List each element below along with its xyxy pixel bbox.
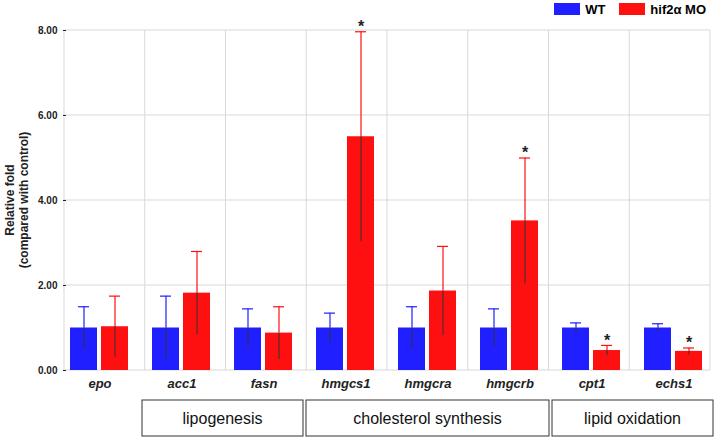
svg-text:6.00: 6.00	[38, 110, 58, 121]
svg-text:lipogenesis: lipogenesis	[182, 410, 262, 427]
svg-text:hmgcrb: hmgcrb	[486, 376, 534, 391]
svg-text:4.00: 4.00	[38, 195, 58, 206]
svg-text:0.00: 0.00	[38, 365, 58, 376]
svg-text:hmgcs1: hmgcs1	[321, 376, 370, 391]
svg-text:8.00: 8.00	[38, 25, 58, 36]
html-text:WT: WT	[585, 1, 606, 17]
svg-text:echs1: echs1	[656, 376, 693, 391]
svg-text:*: *	[358, 18, 365, 35]
svg-text:cholesterol synthesis: cholesterol synthesis	[353, 410, 502, 427]
svg-text:fasn: fasn	[251, 376, 278, 391]
svg-text:lipid oxidation: lipid oxidation	[584, 410, 681, 427]
svg-text:2.00: 2.00	[38, 280, 58, 291]
svg-text:epo: epo	[88, 376, 111, 391]
svg-text:*: *	[686, 334, 693, 351]
svg-text:cpt1: cpt1	[579, 376, 606, 391]
html-text:hif2α MO: hif2α MO	[650, 1, 706, 17]
svg-text:acc1: acc1	[168, 376, 197, 391]
svg-text:*: *	[604, 332, 611, 349]
svg-text:*: *	[522, 144, 529, 161]
svg-text:Relative fold(compared with co: Relative fold(compared with control)	[3, 132, 31, 269]
svg-text:hmgcra: hmgcra	[405, 376, 452, 391]
